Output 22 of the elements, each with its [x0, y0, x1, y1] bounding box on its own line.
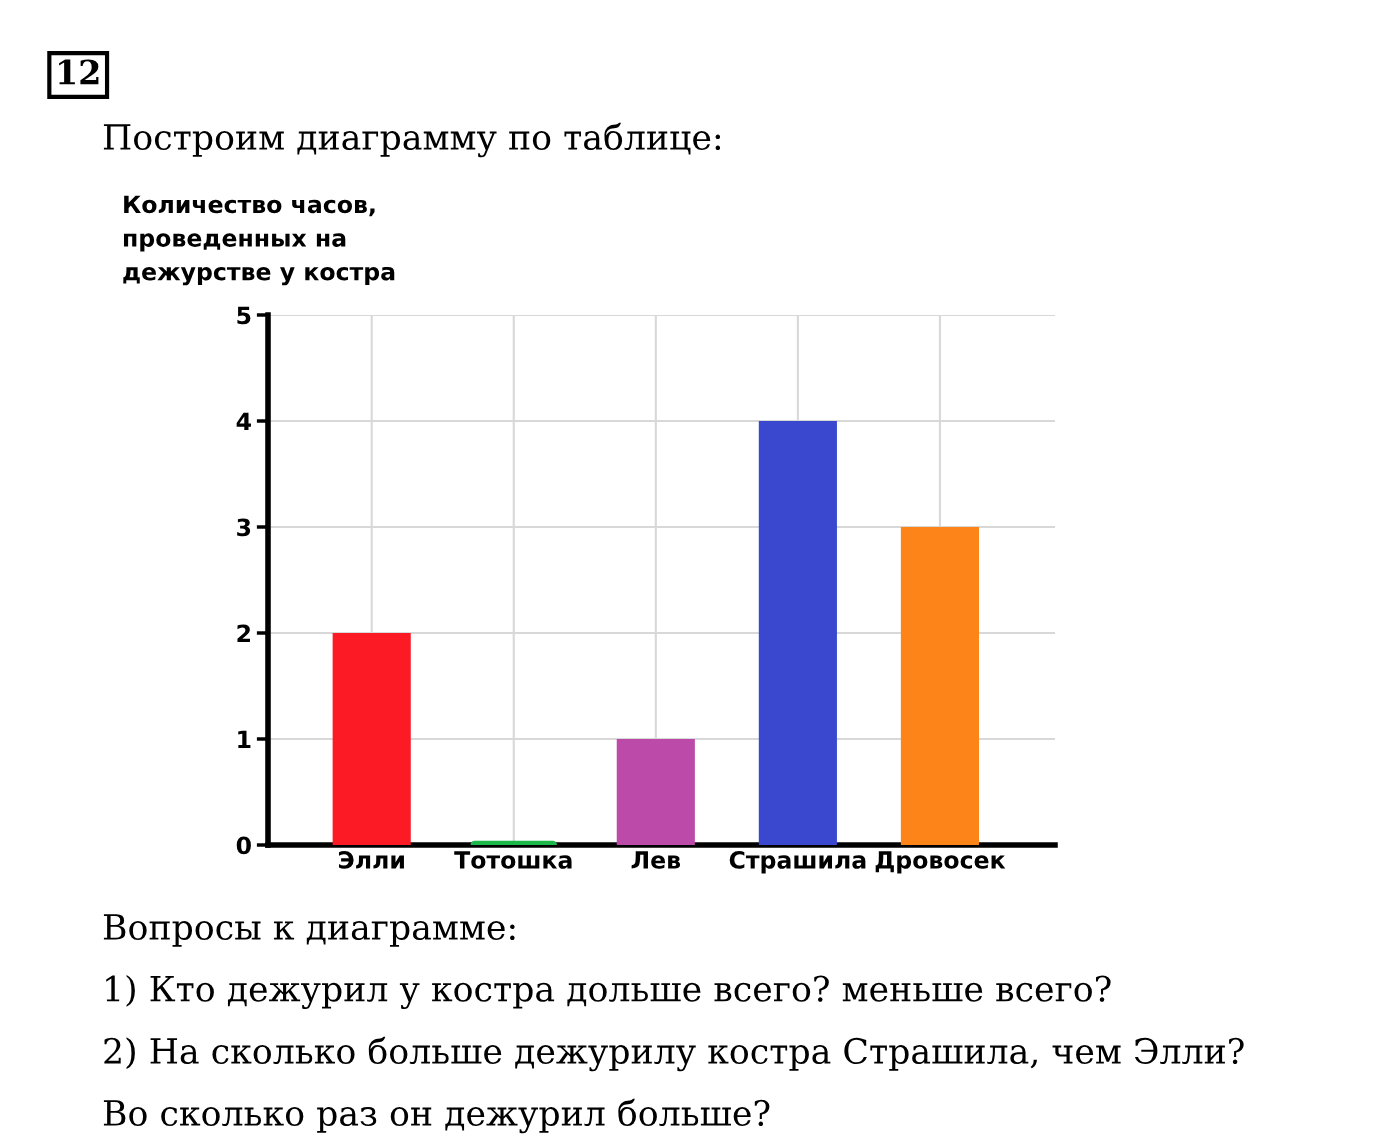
y-tick-label: 3 [237, 518, 251, 537]
text: Во сколько раз он дежурил больше? [103, 1098, 770, 1134]
y-tick-label: 0 [236, 836, 251, 855]
bar [616, 739, 695, 845]
text: Вопросы к диаграмме: [103, 914, 515, 947]
bar [900, 527, 979, 845]
bar [758, 421, 837, 845]
y-tick-label: 5 [237, 306, 251, 325]
x-tick-label: Лев [631, 851, 681, 869]
text: Построим диаграмму по таблице: [103, 122, 721, 158]
x-tick-label: Тотошка [454, 851, 572, 869]
y-tick-label: 4 [236, 412, 251, 430]
text: 1) Кто дежурил у костра дольше всего? меньше всего? [106, 974, 1111, 1010]
x-tick-label: Элли [338, 850, 404, 869]
y-tick-label: 1 [238, 730, 251, 748]
y-tick-label: 2 [237, 624, 250, 642]
text: 12 [59, 59, 99, 85]
x-tick-label: Дровосек [875, 851, 1006, 874]
text: 2) На сколько больше дежурилу костра Страшила, чем Элли? [104, 1036, 1244, 1072]
chart-title: Количество часов, проведенных на дежурстве у костра [123, 195, 395, 286]
x-tick-label: Страшила [729, 850, 866, 874]
bar [332, 633, 411, 845]
